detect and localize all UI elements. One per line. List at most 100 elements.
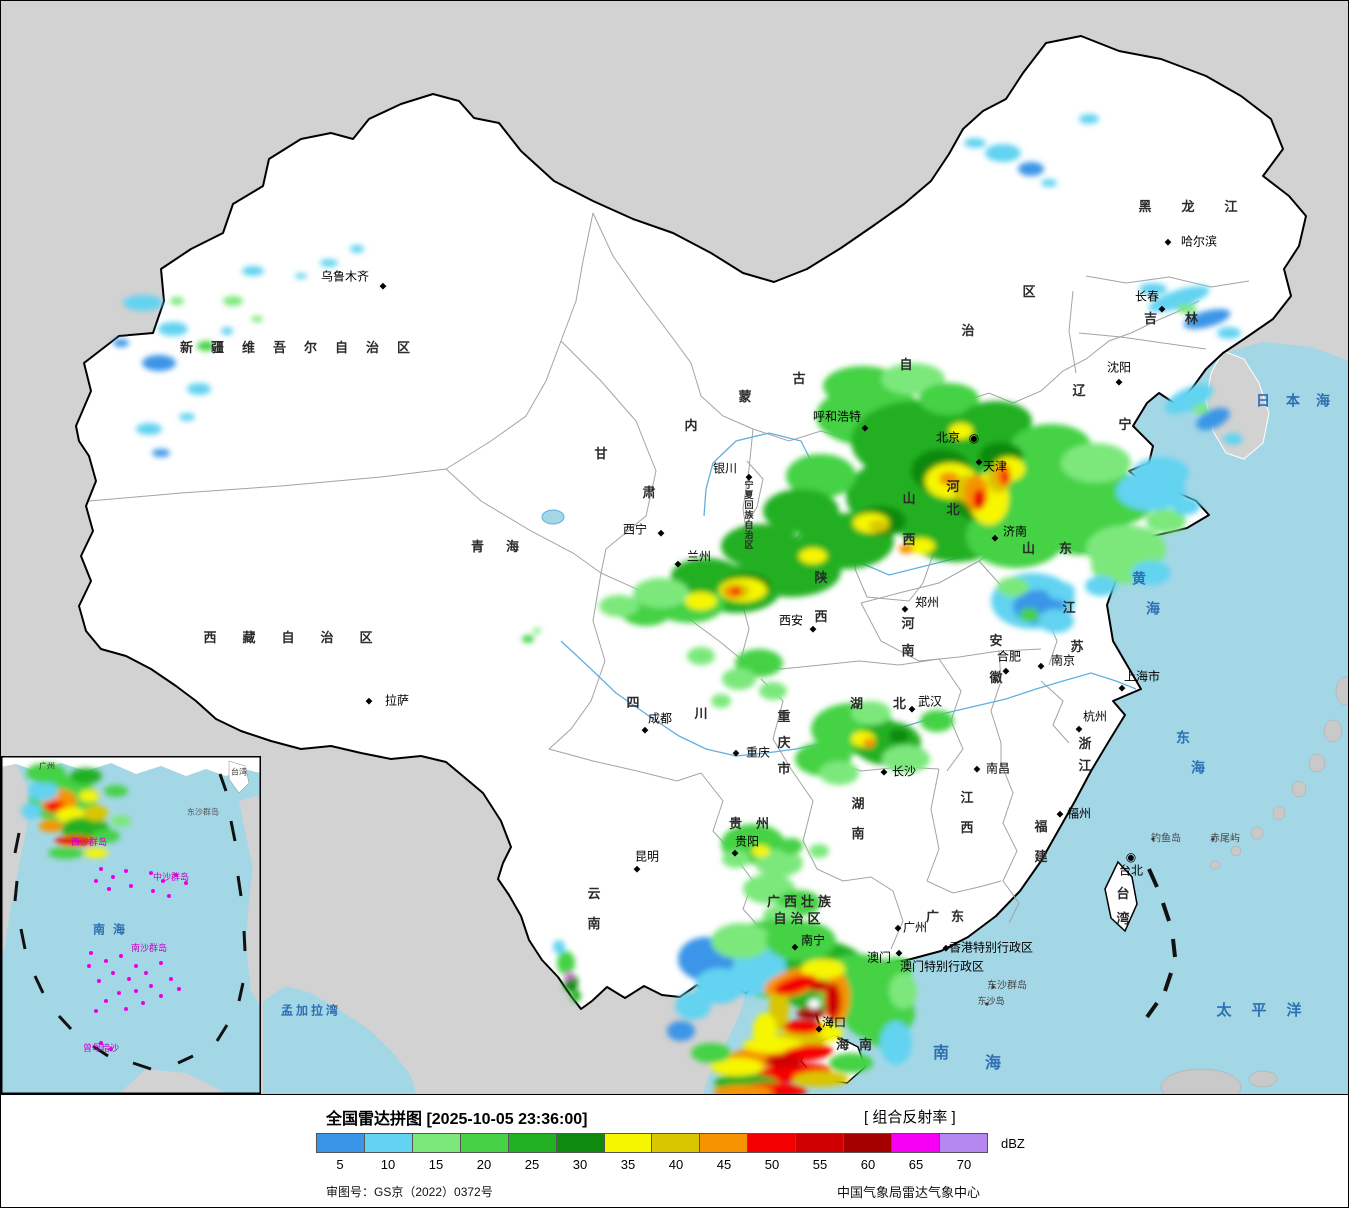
radar-echo-cell [113, 339, 129, 347]
radar-echo-cell [960, 401, 1032, 441]
radar-echo-cell [197, 341, 215, 351]
radar-echo-cell [819, 761, 859, 785]
island-marker [127, 977, 131, 981]
radar-echo-cell [152, 449, 170, 457]
radar-echo-cell [221, 327, 233, 335]
radar-echo-cell [350, 245, 364, 253]
foreign-islands [1160, 676, 1348, 1094]
radar-echo-cell [136, 423, 162, 435]
radar-echo-cell [685, 592, 717, 610]
island-marker [124, 1007, 128, 1011]
radar-echo-cell [142, 355, 176, 371]
map-overlays [1, 756, 1215, 1094]
legend-tick-55: 55 [812, 1157, 828, 1172]
legend-tick-5: 5 [336, 1157, 344, 1172]
radar-echo-cell [1038, 609, 1074, 633]
radar-echo-cell [766, 921, 836, 961]
island-marker [124, 869, 128, 873]
island-marker [184, 881, 188, 885]
radar-echo-cell [889, 729, 909, 743]
radar-echo-cell [825, 983, 841, 1019]
radar-echo-cell [1041, 179, 1057, 187]
radar-echo-cell [779, 838, 803, 854]
boundary-dash [132, 1061, 152, 1071]
radar-echo-cell [123, 295, 163, 311]
radar-echo-cell [939, 472, 959, 486]
boundary-dash [215, 1024, 229, 1042]
radar-echo-cell [799, 548, 827, 564]
radar-echo-cell [1079, 114, 1099, 124]
radar-echo-cell [1193, 404, 1209, 414]
legend-tick-70: 70 [956, 1157, 972, 1172]
radar-echo-cell [1148, 285, 1210, 313]
radar-echo-cell [667, 1021, 695, 1041]
boundary-dash [229, 820, 237, 842]
radar-echo-cell [829, 1053, 873, 1073]
radar-echo-cell [869, 520, 889, 532]
radar-echo-cell [187, 383, 211, 395]
radar-echo-cell [765, 1054, 801, 1068]
radar-echo-cell [755, 849, 803, 877]
radar-echo-cell [320, 259, 338, 267]
boundary-dash [1161, 902, 1171, 922]
radar-echo-cell [111, 815, 131, 827]
island-marker [141, 1001, 145, 1005]
radar-echo-cell [557, 951, 575, 975]
radar-echo-cell [721, 524, 801, 568]
radar-echo-cell [1223, 433, 1243, 445]
agency-name: 中国气象局雷达气象中心 [837, 1185, 981, 1200]
radar-echo-cell [104, 785, 128, 797]
boundary-dash [33, 975, 45, 994]
radar-echo-cell [919, 383, 979, 415]
radar-echo-cell [882, 745, 930, 773]
radar-echo-cell [752, 845, 770, 857]
boundary-dash [177, 1054, 194, 1065]
radar-echo-cell [809, 980, 829, 992]
island-dot [1151, 837, 1155, 841]
radar-echo-cell [39, 820, 63, 832]
radar-echo-cell [786, 454, 856, 498]
radar-echo-cell [851, 701, 891, 725]
island-marker [151, 889, 155, 893]
legend-swatch-70 [939, 1134, 987, 1152]
boundary-dash [19, 928, 27, 950]
radar-echo-cell [977, 496, 983, 506]
island-marker [159, 994, 163, 998]
radar-echo-cell [79, 790, 99, 802]
legend-swatch-5 [317, 1134, 365, 1152]
radar-echo-cell [1001, 470, 1009, 484]
qinghai-lake [541, 509, 565, 525]
radar-echo-cell [553, 940, 565, 954]
boundary-dash [1163, 972, 1173, 992]
radar-echo-cell [881, 363, 945, 395]
island-marker [97, 979, 101, 983]
island-marker [149, 984, 153, 988]
radar-echo-cell [1047, 582, 1075, 600]
radar-echo-cell [997, 577, 1029, 597]
radar-echo-cell [1164, 384, 1214, 414]
map-canvas [1, 1, 1348, 1094]
radar-echo-cell [571, 990, 581, 1002]
boundary-dash [1147, 868, 1159, 888]
legend-tick-20: 20 [476, 1157, 492, 1172]
radar-echo-cell [763, 489, 839, 533]
radar-echo-cell [722, 850, 750, 868]
radar-echo-cell [223, 296, 243, 306]
island-marker [94, 879, 98, 883]
legend-swatch-25 [508, 1134, 557, 1152]
radar-echo-cell [55, 836, 95, 846]
radar-echo-cell [21, 803, 41, 819]
radar-echo-cell [170, 297, 184, 305]
radar-echo-cell [633, 578, 689, 608]
island-dot [991, 985, 995, 989]
legend-swatch-35 [604, 1134, 653, 1152]
radar-echo-cell [880, 1021, 912, 1065]
legend-swatch-60 [844, 1134, 893, 1152]
island-marker [94, 1009, 98, 1013]
radar-echo-cell [985, 144, 1021, 162]
boundary-dash [236, 875, 243, 897]
legend-swatch-40 [652, 1134, 701, 1152]
legend-swatch-20 [460, 1134, 509, 1152]
radar-echo-cell [759, 682, 787, 700]
island-marker [149, 871, 153, 875]
